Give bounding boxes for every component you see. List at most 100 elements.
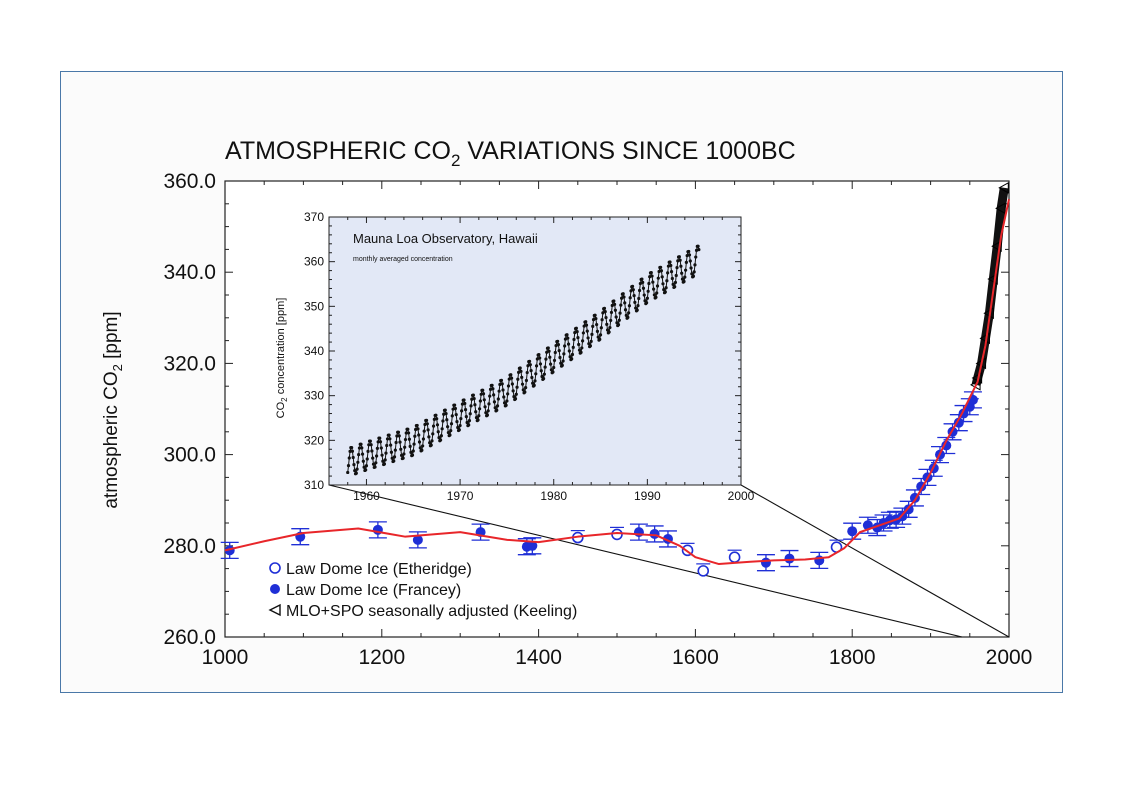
inset-monthly-point	[383, 458, 387, 462]
inset-monthly-point	[691, 274, 696, 278]
inset-monthly-point	[680, 271, 684, 275]
inset-monthly-point	[598, 333, 603, 337]
inset-monthly-point	[351, 455, 355, 460]
inset-monthly-point	[659, 269, 664, 273]
inset-monthly-point	[464, 415, 468, 419]
inset-monthly-point	[680, 277, 685, 281]
inset-monthly-point	[618, 311, 622, 315]
inset-monthly-point	[393, 448, 397, 452]
inset-monthly-point	[426, 428, 430, 432]
inset-monthly-point	[438, 438, 443, 442]
inset-monthly-point	[481, 392, 486, 396]
inset-monthly-point	[443, 408, 447, 412]
y-tick-label: 300.0	[163, 444, 216, 467]
francey-point	[784, 553, 795, 564]
inset-monthly-point	[446, 430, 450, 435]
inset-monthly-point	[663, 290, 667, 294]
inset-monthly-point	[435, 423, 440, 427]
inset-monthly-point	[690, 272, 694, 276]
inset-monthly-point	[558, 355, 562, 360]
inset-monthly-point	[609, 318, 613, 323]
inset-monthly-point	[687, 249, 691, 254]
inset-monthly-point	[519, 369, 523, 373]
inset-monthly-point	[520, 382, 525, 386]
inset-monthly-point	[422, 429, 426, 433]
inset-monthly-point	[662, 288, 666, 292]
x-tick-label: 1000	[202, 646, 249, 669]
inset-monthly-point	[501, 388, 505, 392]
inset-monthly-point	[359, 442, 363, 446]
inset-monthly-point	[532, 383, 536, 387]
inset-monthly-point	[424, 418, 429, 422]
inset-monthly-point	[689, 266, 693, 270]
legend-label-keeling: MLO+SPO seasonally adjusted (Keeling)	[286, 603, 577, 620]
etheridge-point	[697, 565, 710, 577]
inset-monthly-point	[580, 339, 585, 343]
inset-monthly-point	[640, 277, 644, 281]
inset-monthly-point	[467, 423, 471, 427]
inset-monthly-point	[485, 413, 490, 417]
inset-monthly-point	[574, 326, 578, 330]
x-tick-label: 1200	[358, 646, 405, 669]
inset-monthly-point	[497, 389, 501, 393]
inset-monthly-point	[471, 393, 475, 397]
inset-monthly-point	[449, 422, 454, 426]
inset-monthly-point	[524, 378, 529, 383]
inset-monthly-point	[641, 286, 646, 290]
inset-monthly-point	[692, 270, 696, 274]
inset-monthly-point	[575, 330, 579, 334]
inset-monthly-point	[513, 397, 518, 401]
inset-monthly-point	[396, 430, 401, 434]
inset-monthly-point	[547, 349, 551, 353]
etheridge-point	[728, 551, 741, 564]
inset-monthly-point	[436, 430, 440, 434]
inset-monthly-point	[462, 398, 466, 402]
inset-monthly-point	[404, 431, 408, 435]
inset-monthly-point	[586, 336, 590, 340]
inset-monthly-point	[467, 419, 472, 423]
x-tick-label: 2000	[986, 646, 1033, 669]
inset-monthly-point	[382, 462, 387, 466]
inset-monthly-point	[360, 446, 364, 450]
inset-monthly-point	[416, 427, 420, 431]
y-tick-label: 280.0	[163, 535, 216, 558]
inset-monthly-point	[487, 402, 491, 406]
inset-monthly-point	[502, 401, 507, 405]
inset-monthly-point	[613, 308, 617, 312]
inset-monthly-point	[496, 397, 500, 401]
inset-monthly-point	[604, 315, 608, 320]
inset-monthly-point	[399, 453, 404, 457]
inset-monthly-point	[375, 446, 379, 450]
inset-monthly-point	[605, 322, 609, 326]
inset-monthly-point	[551, 370, 555, 374]
inset-monthly-point	[684, 260, 688, 264]
main-ticks: 1000 1200 1400 1600 1800 2000 260.0 280.0 300.0 3…	[163, 170, 1032, 669]
inset-monthly-point	[431, 432, 435, 436]
inset-monthly-point	[622, 295, 626, 299]
inset-monthly-point	[515, 385, 519, 389]
inset-monthly-point	[411, 449, 415, 453]
inset-monthly-point	[538, 362, 543, 366]
inset-monthly-point	[468, 412, 472, 416]
inset-monthly-point	[484, 411, 488, 415]
inset-monthly-point	[637, 296, 641, 301]
inset-monthly-point	[627, 304, 632, 308]
inset-monthly-point	[457, 428, 461, 432]
legend-label-francey: Law Dome Ice (Francey)	[286, 582, 461, 599]
inset-monthly-point	[477, 414, 481, 418]
inset-monthly-point	[387, 433, 391, 437]
inset-monthly-point	[402, 452, 406, 456]
inset-monthly-point	[413, 434, 417, 438]
keeling-point	[979, 332, 990, 345]
inset-monthly-point	[580, 346, 584, 350]
inset-monthly-point	[465, 420, 469, 425]
inset-monthly-point	[594, 316, 598, 321]
inset-monthly-point	[481, 388, 485, 392]
inset-monthly-point	[399, 447, 403, 451]
inset-monthly-point	[520, 375, 524, 379]
inset-monthly-point	[567, 349, 571, 353]
y-tick-label: 260.0	[163, 626, 216, 649]
inset-monthly-point	[397, 434, 401, 438]
inset-monthly-point	[398, 440, 402, 444]
inset-monthly-point	[694, 255, 698, 259]
